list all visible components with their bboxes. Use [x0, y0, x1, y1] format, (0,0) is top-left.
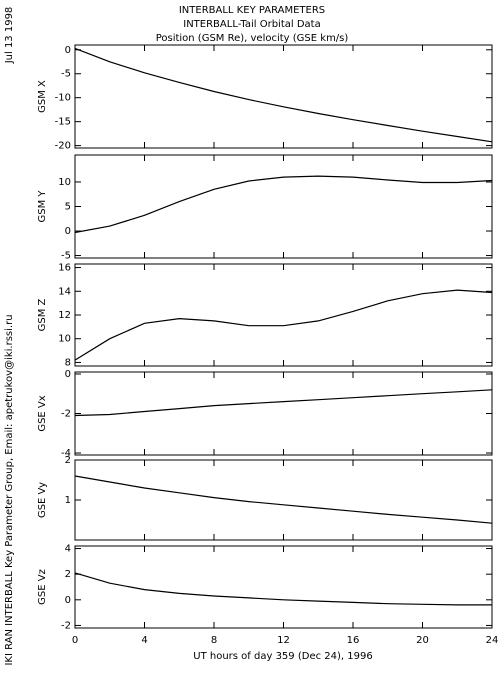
- title: INTERBALL KEY PARAMETERS: [179, 5, 325, 16]
- x-tick-label: 8: [211, 635, 217, 646]
- data-line: [74, 572, 492, 606]
- y-tick-label: 2: [65, 455, 71, 466]
- y-tick-label: -4: [61, 448, 71, 459]
- data-line: [74, 475, 493, 524]
- y-tick-label: 10: [58, 177, 71, 188]
- x-tick-label: 0: [72, 635, 78, 646]
- y-tick-label: -2: [61, 620, 71, 631]
- data-line: [74, 47, 493, 143]
- y-tick-label: -15: [55, 117, 71, 128]
- data-line: [74, 289, 493, 361]
- credit: IKI RAN INTERBALL Key Parameter Group, E…: [4, 314, 15, 665]
- y-tick-label: 5: [65, 202, 71, 213]
- y-tick-label: 0: [65, 226, 71, 237]
- y-axis-label: GSM Z: [37, 298, 48, 331]
- title: INTERBALL-Tail Orbital Data: [183, 19, 320, 30]
- y-tick-label: 16: [58, 263, 71, 274]
- plot-frame: [74, 154, 493, 259]
- y-axis-label: GSE Vy: [37, 482, 48, 518]
- y-tick-label: 14: [58, 286, 71, 297]
- y-tick-label: 12: [58, 310, 71, 321]
- data-line: [74, 175, 493, 234]
- y-tick-label: 2: [65, 569, 71, 580]
- y-tick-label: -5: [61, 69, 71, 80]
- data-line: [74, 389, 493, 417]
- plot-frame: [74, 263, 493, 367]
- plot-frame: [74, 459, 493, 541]
- x-tick-label: 16: [347, 635, 360, 646]
- plot-frame: [74, 545, 493, 629]
- x-tick-label: 4: [141, 635, 147, 646]
- y-axis-label: GSM Y: [37, 190, 48, 223]
- y-tick-label: 4: [65, 544, 71, 555]
- y-tick-label: 0: [65, 369, 71, 380]
- y-tick-label: -10: [55, 93, 71, 104]
- date: Jul 13 1998: [4, 7, 15, 65]
- y-tick-label: -2: [61, 409, 71, 420]
- y-tick-label: 1: [65, 495, 71, 506]
- y-tick-label: 0: [65, 45, 71, 56]
- x-axis-label: UT hours of day 359 (Dec 24), 1996: [193, 651, 372, 662]
- y-tick-label: -5: [61, 251, 71, 262]
- x-tick-label: 12: [277, 635, 290, 646]
- y-axis-label: GSE Vx: [37, 395, 48, 431]
- y-tick-label: 10: [58, 334, 71, 345]
- y-axis-label: GSM X: [37, 80, 48, 113]
- y-axis-label: GSE Vz: [37, 569, 48, 605]
- plot-frame: [74, 371, 493, 456]
- y-tick-label: -20: [55, 141, 71, 152]
- y-tick-label: 0: [65, 595, 71, 606]
- x-tick-label: 24: [486, 635, 499, 646]
- x-tick-label: 20: [416, 635, 429, 646]
- title: Position (GSM Re), velocity (GSE km/s): [156, 33, 349, 44]
- y-tick-label: 8: [65, 357, 71, 368]
